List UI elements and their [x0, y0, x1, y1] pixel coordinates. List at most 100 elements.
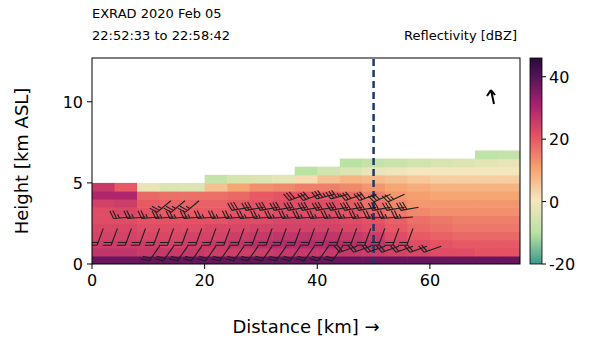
colorbar-tick-label: 40 [549, 68, 569, 87]
reflectivity-cell [385, 256, 408, 264]
reflectivity-cell [452, 232, 475, 241]
wind-barb [328, 228, 343, 245]
x-tick [317, 264, 318, 269]
colorbar [530, 58, 542, 264]
reflectivity-cell [317, 232, 340, 241]
wind-barb [229, 228, 244, 245]
reflectivity-cell [250, 183, 273, 192]
reflectivity-cell [407, 191, 430, 200]
reflectivity-cell [497, 183, 520, 192]
reflectivity-cell [475, 159, 498, 168]
reflectivity-cell [250, 191, 273, 200]
wind-barb [397, 202, 419, 210]
wind-barb [117, 228, 132, 245]
reflectivity-cell [205, 199, 228, 208]
reflectivity-cell [385, 223, 408, 232]
reflectivity-cell [92, 199, 115, 208]
reflectivity-cell [92, 215, 115, 224]
reflectivity-cell [317, 167, 340, 176]
reflectivity-cell [272, 240, 295, 249]
y-tick [87, 182, 92, 183]
reflectivity-cell [385, 175, 408, 184]
reflectivity-cell [160, 191, 183, 200]
reflectivity-cell [205, 232, 228, 241]
reflectivity-cell [497, 223, 520, 232]
wind-barb [382, 194, 404, 202]
reflectivity-cell [407, 167, 430, 176]
reflectivity-cell [317, 183, 340, 192]
reflectivity-cell [295, 175, 318, 184]
reflectivity-cell [475, 256, 498, 264]
x-tick-label: 40 [307, 271, 327, 290]
reflectivity-cell [430, 191, 453, 200]
colorbar-tick [542, 201, 546, 202]
reflectivity-cell [115, 232, 138, 241]
wind-barb [187, 228, 202, 245]
reflectivity-cell [160, 183, 183, 192]
reflectivity-cell [272, 256, 295, 264]
reflectivity-cell [497, 207, 520, 216]
reflectivity-cell [137, 199, 160, 208]
reflectivity-cell [497, 167, 520, 176]
y-tick-label: 10 [63, 93, 83, 112]
reflectivity-cell [182, 191, 205, 200]
wind-barb [173, 228, 188, 245]
reflectivity-cell [340, 159, 363, 168]
reflectivity-cell [92, 223, 115, 232]
reflectivity-cell [115, 191, 138, 200]
reflectivity-cell [475, 167, 498, 176]
reflectivity-cell [92, 248, 115, 257]
reflectivity-cell [407, 256, 430, 264]
y-tick-label: 5 [73, 174, 83, 193]
reflectivity-cell [250, 256, 273, 264]
reflectivity-cell [272, 183, 295, 192]
reflectivity-cell [205, 191, 228, 200]
x-tick-label: 20 [194, 271, 214, 290]
reflectivity-cell [452, 223, 475, 232]
reflectivity-cell [160, 199, 183, 208]
y-axis-title: Height [km ASL] [11, 88, 32, 235]
reflectivity-cell [137, 256, 160, 264]
wind-barb [342, 228, 357, 245]
reflectivity-cell [295, 183, 318, 192]
colorbar-tick [542, 139, 546, 140]
reflectivity-cell [227, 232, 250, 241]
reflectivity-cell [182, 199, 205, 208]
y-tick [87, 264, 92, 265]
colorbar-title: Reflectivity [dBZ] [404, 28, 517, 43]
reflectivity-cell [340, 256, 363, 264]
reflectivity-cell [430, 223, 453, 232]
reflectivity-cell [475, 223, 498, 232]
reflectivity-cell [497, 199, 520, 208]
reflectivity-cell [317, 215, 340, 224]
reflectivity-cell [205, 175, 228, 184]
reflectivity-cell [452, 175, 475, 184]
colorbar-tick [542, 76, 546, 77]
reflectivity-cell [407, 183, 430, 192]
reflectivity-cell [92, 191, 115, 200]
reflectivity-cell [475, 232, 498, 241]
reflectivity-cell [430, 240, 453, 249]
reflectivity-cell [475, 191, 498, 200]
reflectivity-cell [137, 191, 160, 200]
plot-area [92, 58, 520, 264]
reflectivity-cell [452, 256, 475, 264]
reflectivity-cell [205, 183, 228, 192]
colorbar-tick-label: -20 [549, 255, 575, 274]
reflectivity-cell [430, 159, 453, 168]
reflectivity-cell [430, 215, 453, 224]
wind-barb [92, 228, 103, 245]
wind-barb [178, 201, 199, 213]
reflectivity-cell [115, 199, 138, 208]
reflectivity-cell [160, 223, 183, 232]
reflectivity-cell [137, 183, 160, 192]
reflectivity-cell [475, 150, 498, 159]
reflectivity-cell [475, 248, 498, 257]
reflectivity-cell [227, 183, 250, 192]
reflectivity-cell [182, 183, 205, 192]
colorbar-tick-label: 20 [549, 130, 569, 149]
y-tick [87, 101, 92, 102]
chart: 02040600510Distance [km] →Height [km ASL… [0, 0, 605, 349]
plot-frame [92, 58, 520, 264]
wind-barb [314, 228, 329, 245]
